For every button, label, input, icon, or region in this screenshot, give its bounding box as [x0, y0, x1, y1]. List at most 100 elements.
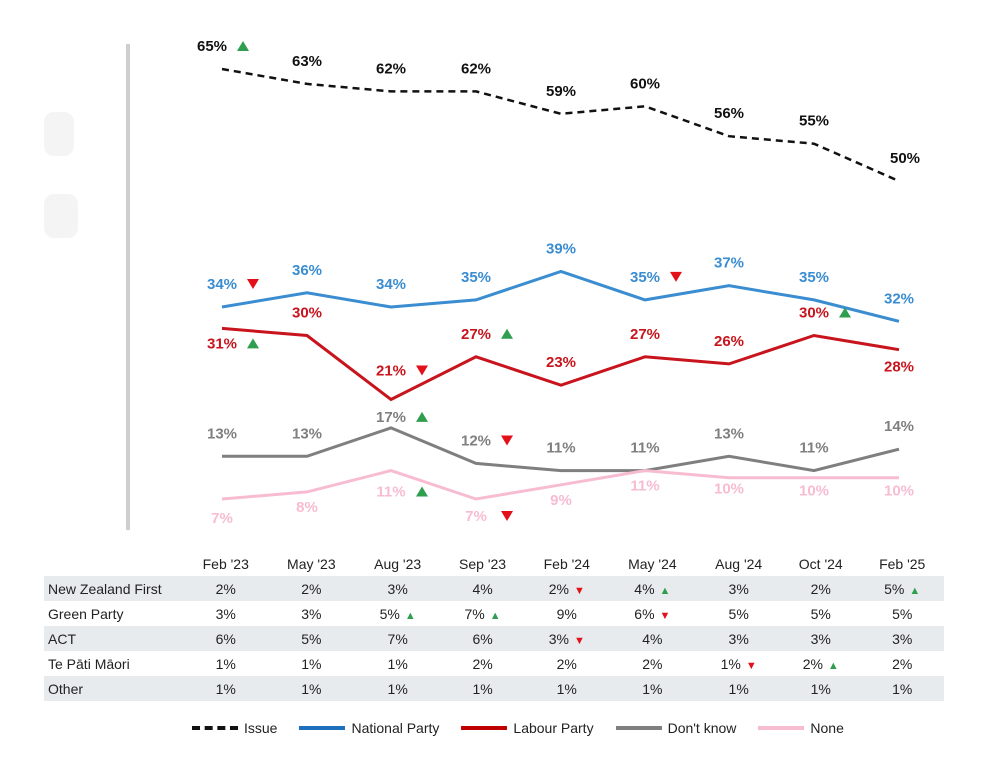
table-cell-value: 2% [548, 580, 569, 597]
decrease-icon [416, 365, 428, 376]
legend-swatch [615, 726, 662, 730]
data-label: 59% [546, 83, 576, 100]
table-cell-value: 2% [301, 580, 322, 597]
legend-item: National Party [299, 720, 439, 736]
legend-swatch [299, 726, 346, 730]
table-row: New Zealand First 2% 2% 3% 4% 2% ▼ 4% ▲ 3% 2% 5% ▲ [44, 576, 944, 601]
table-cell: 2% [781, 576, 861, 601]
table-cell: 1% [355, 651, 440, 676]
table-cell: 1% [781, 676, 861, 701]
table-row-label: ACT [44, 626, 184, 651]
table-cell-value: 1% [472, 680, 493, 697]
table-body: New Zealand First 2% 2% 3% 4% 2% ▼ 4% ▲ 3% 2% 5% ▲ Gr… [44, 576, 944, 701]
table-corner [44, 552, 184, 576]
table-cell-value: 1% [642, 680, 663, 697]
table-cell-value: 5% [810, 605, 831, 622]
table-cell: 1% [696, 676, 782, 701]
table-cell-value: 3% [548, 630, 569, 647]
table-cell: 1% [440, 676, 526, 701]
table-header: Sep '23 [459, 556, 507, 572]
table-row: Te Pāti Māori 1% 1% 1% 2% 2% 2% 1% ▼ 2% ▲ 2% [44, 651, 944, 676]
data-label: 7% [465, 508, 487, 525]
legend-item: Labour Party [461, 720, 594, 736]
increase-icon: ▲ [827, 659, 839, 672]
table-cell-value: 2% [642, 655, 663, 672]
series-line-issue [221, 67, 900, 183]
table-header: Feb '25 [879, 556, 926, 572]
data-label: 30% [799, 304, 829, 321]
table-cell-value: 5% [892, 605, 913, 622]
data-label: 13% [714, 425, 744, 442]
table-cell: 1% [355, 676, 441, 701]
table-cell-value: 6% [472, 630, 493, 647]
table-cell: 2% [440, 651, 525, 676]
series-line-none [221, 469, 899, 501]
table-cell: 2% [184, 576, 268, 601]
data-label: 14% [884, 418, 914, 435]
table-row-label: New Zealand First [44, 576, 184, 601]
data-label: 55% [799, 113, 829, 130]
line-chart: 65% 63% 62% 62% 59% 60% 56% 55% 50% 34% 36% 34% 35% 3… [44, 38, 920, 530]
chart-left-rule [126, 44, 130, 530]
table-row: ACT 6% 5% 7% 6% 3% ▼ 4% 3% 3% 3% [44, 626, 944, 651]
table-cell-value: 5% [728, 605, 749, 622]
increase-icon [501, 328, 513, 339]
decrease-icon: ▼ [659, 609, 671, 622]
table-cell: 5% [860, 601, 944, 626]
table-cell-value: 1% [720, 655, 741, 672]
data-label: 27% [630, 326, 660, 343]
table-cell-value: 1% [301, 655, 322, 672]
decrease-icon: ▼ [573, 634, 585, 647]
legend-label: Issue [244, 720, 278, 736]
table-cell: 3% [355, 576, 441, 601]
increase-icon: ▲ [404, 609, 416, 622]
table-row-label: Te Pāti Māori [48, 655, 130, 672]
data-label: 30% [292, 304, 322, 321]
data-label: 27% [461, 326, 491, 343]
table-cell: 6% [440, 626, 526, 651]
data-label: 35% [630, 269, 660, 286]
data-label: 37% [714, 255, 744, 272]
table-cell: 3% [860, 626, 944, 651]
legend-label: None [810, 720, 844, 736]
legend-label: National Party [351, 720, 440, 736]
table-cell-value: 6% [634, 605, 655, 622]
data-label: 50% [890, 150, 920, 167]
table-cell-value: 1% [301, 680, 322, 697]
table-cell: 3% ▼ [525, 626, 609, 651]
legend-swatch [461, 726, 508, 730]
table-header: Oct '24 [798, 556, 843, 572]
increase-icon: ▲ [659, 584, 671, 597]
table-cell-value: 2% [802, 655, 823, 672]
table-row-label: Other [44, 676, 184, 701]
table-header: May '23 [287, 556, 336, 572]
decrease-icon [247, 279, 259, 290]
table-cell: 5% [781, 601, 860, 626]
table-cell: 6% ▼ [609, 601, 697, 626]
table-header: Aug '24 [715, 556, 763, 572]
table-cell-value: 7% [464, 605, 485, 622]
table-cell-value: 5% [301, 630, 322, 647]
legend-label: Don't know [667, 720, 737, 736]
chart-faint-marks [44, 112, 78, 238]
table-cell: 5% ▲ [860, 576, 944, 601]
table-cell: 2% [525, 651, 609, 676]
data-label: 11% [546, 440, 575, 457]
table-cell-value: 2% [472, 655, 493, 672]
table-cell-value: 3% [301, 605, 322, 622]
data-label: 39% [546, 240, 576, 257]
data-label: 13% [292, 425, 322, 442]
data-label: 56% [714, 105, 744, 122]
data-label: 65% [197, 38, 227, 55]
data-label: 26% [714, 333, 744, 350]
table-cell-value: 4% [634, 580, 655, 597]
increase-icon [237, 41, 249, 51]
table-cell: 3% [781, 626, 861, 651]
table-header: Aug '23 [374, 556, 422, 572]
legend-label: Labour Party [513, 720, 594, 736]
table-cell: 1% [608, 676, 697, 701]
legend-item: None [758, 720, 844, 736]
data-label: 10% [799, 483, 829, 500]
table-cell-value: 3% [215, 605, 236, 622]
data-label: 7% [211, 510, 233, 527]
